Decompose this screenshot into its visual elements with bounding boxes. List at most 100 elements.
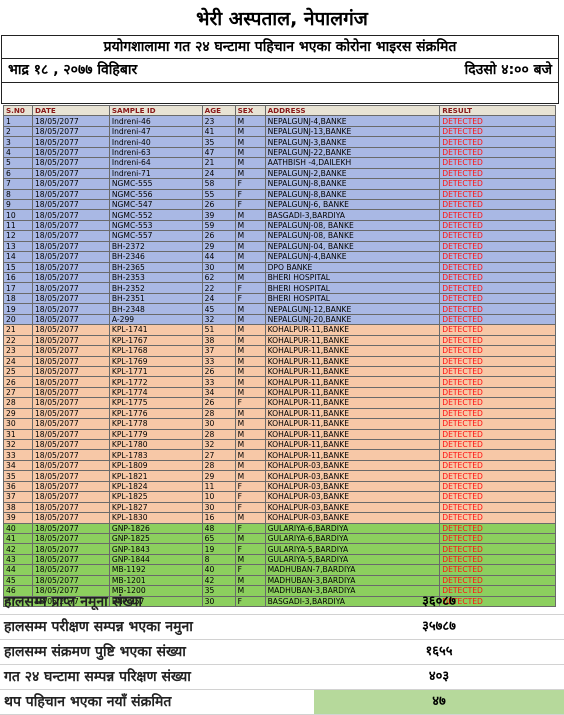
- date-line: भाद्र १८ , २०७७ विहिबार दिउसो ४:०० बजे: [1, 59, 559, 83]
- cell-sample-id: Indreni-71: [108, 167, 203, 180]
- cell-sn: 14: [3, 251, 33, 263]
- cell-sample-id: Indreni-40: [108, 136, 203, 148]
- cell-result: DETECTED: [439, 397, 556, 409]
- cell-result: DETECTED: [439, 449, 556, 461]
- cell-date: 18/05/2077: [31, 574, 110, 587]
- cell-date: 18/05/2077: [31, 313, 110, 326]
- cell-sample-id: BH-2346: [108, 251, 203, 263]
- cell-sn: 38: [3, 501, 33, 514]
- cell-sex: M: [234, 345, 266, 357]
- cell-sex: M: [234, 219, 266, 232]
- cell-address: GULARIYA-6,BARDIYA: [264, 522, 441, 534]
- cell-address: NEPALGUNJ-8,BANKE: [264, 188, 441, 200]
- cell-sample-id: BH-2348: [108, 303, 203, 315]
- hospital-title: भेरी अस्पताल, नेपालगंज: [196, 8, 368, 30]
- table-row: 17 18/05/2077 BH-2352 22 F BHERI HOSPITAL DETE…: [3, 282, 556, 294]
- cell-result: DETECTED: [439, 324, 556, 336]
- cell-sample-id: KPL-1778: [108, 418, 203, 430]
- cell-result: DETECTED: [439, 501, 556, 514]
- cell-sn: 44: [3, 564, 33, 576]
- col-header-sample-id: SAMPLE ID: [108, 104, 203, 117]
- cell-age: 11: [201, 480, 236, 493]
- table-row: 18 18/05/2077 BH-2351 24 F BHERI HOSPITAL DETE…: [3, 292, 556, 305]
- cell-age: 35: [201, 136, 236, 148]
- cell-date: 18/05/2077: [31, 219, 110, 232]
- cell-sample-id: KPL-1771: [108, 365, 203, 378]
- cell-sample-id: KPL-1809: [108, 459, 203, 472]
- summary-label: हालसम्म परीक्षण सम्पन्न भएका नमुना: [4, 619, 193, 635]
- cell-result: DETECTED: [439, 355, 556, 367]
- cell-sn: 19: [3, 303, 33, 315]
- cell-date: 18/05/2077: [31, 501, 110, 514]
- col-header-age: AGE: [201, 104, 236, 117]
- table-row: 36 18/05/2077 KPL-1824 11 F KOHALPUR-03,BANKE…: [3, 480, 556, 493]
- cell-address: KOHALPUR-11,BANKE: [264, 365, 441, 378]
- cell-sex: M: [234, 303, 266, 315]
- cell-sex: F: [234, 178, 266, 190]
- table-row: 4 18/05/2077 Indreni-63 47 M NEPALGUNJ-22,BAN…: [3, 146, 556, 159]
- table-row: 6 18/05/2077 Indreni-71 24 M NEPALGUNJ-2,BANK…: [3, 167, 556, 180]
- cell-result: DETECTED: [439, 574, 556, 587]
- cell-date: 18/05/2077: [31, 365, 110, 378]
- cell-result: DETECTED: [439, 491, 556, 503]
- summary-row: हालसम्म प्राप्त नमूना संख्या ३६०८७: [0, 590, 564, 615]
- cell-sex: M: [234, 251, 266, 263]
- cell-result: DETECTED: [439, 146, 556, 159]
- cell-age: 10: [201, 491, 236, 503]
- cell-age: 59: [201, 219, 236, 232]
- cell-age: 23: [201, 115, 236, 127]
- cell-sample-id: A-299: [108, 313, 203, 326]
- cell-sex: M: [234, 365, 266, 378]
- cell-date: 18/05/2077: [31, 230, 110, 242]
- summary-value: १६५५: [425, 644, 453, 659]
- cell-address: KOHALPUR-11,BANKE: [264, 345, 441, 357]
- cell-date: 18/05/2077: [31, 198, 110, 211]
- report-subtitle: प्रयोगशालामा गत २४ घन्टामा पहिचान भएका क…: [1, 35, 559, 59]
- cell-sn: 6: [3, 167, 33, 180]
- cell-address: MADHUBAN-3,BARDIYA: [264, 574, 441, 587]
- summary-label: गत २४ घन्टामा सम्पन्न परिक्षण संख्या: [4, 669, 191, 685]
- cell-sample-id: KPL-1779: [108, 428, 203, 441]
- summary-value: ३६०८७: [422, 594, 456, 609]
- summary-row: थप पहिचान भएका नयाँ संक्रमित ४७: [0, 690, 564, 715]
- cell-date: 18/05/2077: [31, 303, 110, 315]
- cell-sex: F: [234, 522, 266, 534]
- cell-address: KOHALPUR-03,BANKE: [264, 501, 441, 514]
- cell-sn: 22: [3, 334, 33, 347]
- cell-sample-id: KPL-1767: [108, 334, 203, 347]
- cell-age: 28: [201, 459, 236, 472]
- cell-age: 21: [201, 157, 236, 169]
- cell-date: 18/05/2077: [31, 470, 110, 482]
- cell-sn: 18: [3, 292, 33, 305]
- cell-age: 33: [201, 355, 236, 367]
- cell-date: 18/05/2077: [31, 480, 110, 493]
- cell-sex: M: [234, 313, 266, 326]
- cell-age: 28: [201, 428, 236, 441]
- cell-result: DETECTED: [439, 188, 556, 200]
- cell-age: 24: [201, 167, 236, 180]
- table-row: 41 18/05/2077 GNP-1825 65 M GULARIYA-6,BARDIY…: [3, 532, 556, 545]
- cell-sample-id: KPL-1772: [108, 376, 203, 388]
- table-row: 40 18/05/2077 GNP-1826 48 F GULARIYA-6,BARDIY…: [3, 522, 556, 534]
- cell-sn: 47: [3, 595, 33, 608]
- cell-result: DETECTED: [439, 522, 556, 534]
- cell-date: 18/05/2077: [31, 292, 110, 305]
- summary-row: गत २४ घन्टामा सम्पन्न परिक्षण संख्या ४०३: [0, 665, 564, 690]
- table-row: 13 18/05/2077 BH-2372 29 M NEPALGUNJ-04, BANK…: [3, 240, 556, 253]
- table-row: 12 18/05/2077 NGMC-557 26 M NEPALGUNJ-08, BAN…: [3, 230, 556, 242]
- cell-address: NEPALGUNJ-4,BANKE: [264, 251, 441, 263]
- cell-date: 18/05/2077: [31, 178, 110, 190]
- col-header-address: ADDRESS: [264, 104, 441, 117]
- cell-date: 18/05/2077: [31, 355, 110, 367]
- cell-date: 18/05/2077: [31, 146, 110, 159]
- cell-sex: M: [234, 157, 266, 169]
- cell-address: BHERI HOSPITAL: [264, 292, 441, 305]
- cell-sex: M: [234, 449, 266, 461]
- table-row: 14 18/05/2077 BH-2346 44 M NEPALGUNJ-4,BANKE D…: [3, 251, 556, 263]
- cell-age: 30: [201, 418, 236, 430]
- cell-date: 18/05/2077: [31, 376, 110, 388]
- cell-date: 18/05/2077: [31, 240, 110, 253]
- table-row: 24 18/05/2077 KPL-1769 33 M KOHALPUR-11,BANKE…: [3, 355, 556, 367]
- cell-address: NEPALGUNJ-6, BANKE: [264, 198, 441, 211]
- cell-date: 18/05/2077: [31, 491, 110, 503]
